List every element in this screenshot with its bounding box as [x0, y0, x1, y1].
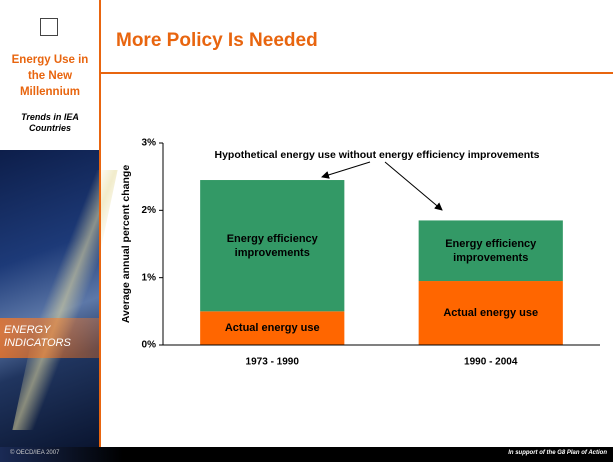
segment-label: Actual energy use	[441, 306, 541, 320]
segment-label: Actual energy use	[222, 321, 322, 335]
y-tick-label: 1%	[142, 272, 157, 283]
footer-left: © OECD/IEA 2007	[10, 450, 59, 456]
x-tick-label: 1990 - 2004	[464, 357, 518, 368]
y-tick-label: 0%	[142, 340, 157, 351]
annotation: Hypothetical energy use without energy e…	[214, 149, 539, 161]
slide: Energy Use in the New Millennium Trends …	[0, 0, 613, 462]
y-tick-label: 2%	[142, 205, 157, 216]
y-tick-label: 3%	[142, 138, 157, 149]
x-tick-label: 1973 - 1990	[246, 357, 300, 368]
segment-label: Energy efficiency improvements	[441, 237, 541, 265]
annotation-arrow	[385, 162, 442, 210]
annotation-arrow	[322, 162, 370, 177]
segment-label: Energy efficiency improvements	[222, 232, 322, 260]
footer-right: In support of the G8 Plan of Action	[508, 450, 607, 456]
chart: Hypothetical energy use without energy e…	[0, 0, 613, 447]
y-axis-title: Average annual percent change	[120, 165, 132, 323]
